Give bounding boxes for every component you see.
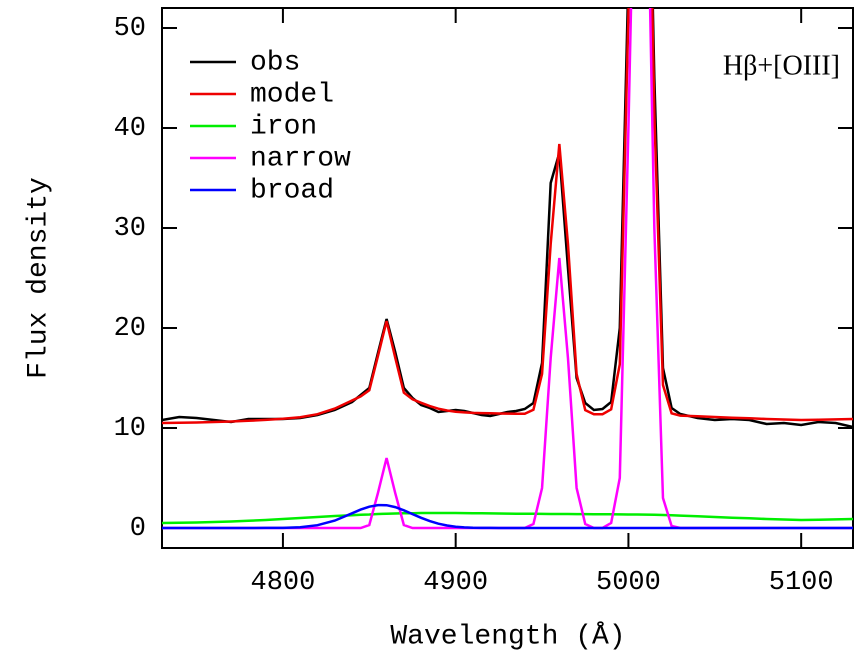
- legend-label: narrow: [250, 143, 351, 174]
- plot-frame: [161, 7, 854, 549]
- series-line: [162, 8, 853, 425]
- y-tick-label: 20: [114, 314, 146, 344]
- legend-label: obs: [250, 47, 300, 78]
- x-tick-label: 5000: [596, 568, 661, 598]
- legend-label: model: [250, 79, 334, 110]
- y-tick-label: 0: [130, 514, 146, 544]
- y-axis-label: Flux density: [23, 177, 54, 379]
- x-axis-label: Wavelength (Å): [390, 621, 625, 652]
- x-tick-label: 4800: [251, 568, 316, 598]
- x-tick-label: 4900: [423, 568, 488, 598]
- y-tick-label: 30: [114, 214, 146, 244]
- y-tick-label: 50: [114, 14, 146, 44]
- series-line: [162, 511, 853, 525]
- series-line: [162, 503, 853, 530]
- legend-label: broad: [250, 175, 334, 206]
- y-tick-label: 10: [114, 414, 146, 444]
- x-tick-label: 5100: [769, 568, 834, 598]
- annotation: Hβ+[OIII]: [723, 50, 840, 81]
- y-tick-label: 40: [114, 114, 146, 144]
- legend-label: iron: [250, 111, 317, 142]
